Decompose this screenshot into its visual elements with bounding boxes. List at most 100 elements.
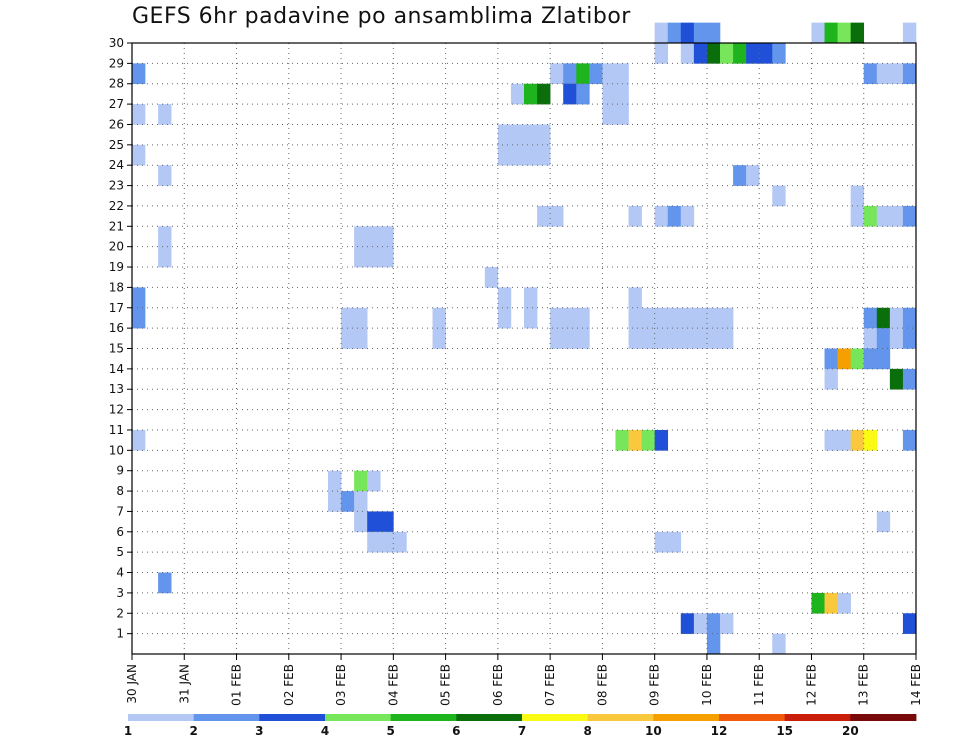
- heatmap-cell: [654, 531, 669, 553]
- heatmap-cell: [693, 613, 708, 634]
- heatmap-cell: [876, 63, 891, 85]
- x-tick-label: 05 FEB: [439, 664, 453, 706]
- heatmap-cell: [720, 307, 734, 329]
- heatmap-cell: [354, 246, 368, 268]
- heatmap-cell: [132, 63, 146, 85]
- heatmap-cell: [811, 592, 825, 614]
- colorbar-swatch: [128, 714, 195, 721]
- colorbar-label: 2: [189, 724, 197, 738]
- colorbar-label: 4: [321, 724, 329, 738]
- heatmap-cell: [680, 613, 695, 634]
- y-tick-label: 26: [109, 117, 124, 131]
- x-tick-label: 12 FEB: [804, 664, 818, 706]
- grid-lines: [132, 43, 916, 654]
- heatmap-cell: [354, 328, 368, 349]
- y-tick-label: 2: [116, 606, 124, 620]
- x-tick-label: 07 FEB: [543, 664, 557, 706]
- y-tick-label: 30: [109, 36, 124, 50]
- heatmap-cell: [367, 226, 381, 247]
- heatmap-cell: [902, 22, 917, 44]
- heatmap-cell: [863, 63, 878, 85]
- heatmap-cells: [132, 22, 917, 655]
- heatmap-cell: [615, 104, 629, 125]
- heatmap-cell: [667, 22, 682, 44]
- heatmap-cell: [537, 144, 551, 166]
- heatmap-cell: [706, 613, 721, 634]
- heatmap-cell: [720, 613, 734, 634]
- colorbar-swatch: [522, 714, 589, 721]
- heatmap-cell: [367, 246, 381, 268]
- colorbar-swatch: [193, 714, 260, 721]
- heatmap-cell: [510, 83, 525, 105]
- colorbar-swatch: [259, 714, 326, 721]
- heatmap-cell: [524, 144, 538, 166]
- heatmap-cell: [706, 43, 721, 64]
- heatmap-cell: [641, 328, 655, 349]
- x-tick-label: 01 FEB: [230, 664, 244, 706]
- heatmap-cell: [615, 83, 629, 105]
- heatmap-cell: [510, 124, 525, 146]
- heatmap-cell: [132, 144, 146, 166]
- heatmap-cell: [837, 429, 851, 451]
- colorbar-label: 5: [386, 724, 394, 738]
- heatmap-cell: [863, 328, 878, 349]
- heatmap-cell: [772, 43, 786, 64]
- heatmap-cell: [628, 287, 642, 309]
- y-tick-label: 3: [116, 586, 124, 600]
- y-tick-label: 25: [109, 138, 124, 152]
- colorbar-label: 7: [518, 724, 526, 738]
- colorbar-label: 8: [583, 724, 591, 738]
- heatmap-cell: [693, 43, 708, 64]
- y-tick-label: 23: [109, 179, 124, 193]
- heatmap-cell: [537, 83, 551, 105]
- heatmap-cell: [393, 531, 407, 553]
- y-tick-label: 22: [109, 199, 124, 213]
- heatmap-cell: [354, 491, 368, 512]
- heatmap-cell: [602, 83, 616, 105]
- y-tick-label: 6: [116, 525, 124, 539]
- heatmap-cell: [328, 470, 342, 492]
- heatmap-cell: [876, 205, 891, 227]
- heatmap-cell: [628, 328, 642, 349]
- colorbar-swatch: [784, 714, 851, 721]
- heatmap-cell: [158, 104, 172, 125]
- heatmap-cell: [680, 22, 695, 44]
- heatmap-cell: [432, 307, 446, 329]
- x-tick-label: 10 FEB: [700, 664, 714, 706]
- heatmap-cell: [615, 63, 629, 85]
- heatmap-cell: [902, 429, 917, 451]
- heatmap-cell: [889, 63, 904, 85]
- colorbar-swatch: [587, 714, 654, 721]
- heatmap-cell: [863, 205, 878, 227]
- heatmap-cell: [602, 104, 616, 125]
- heatmap-cell: [746, 43, 760, 64]
- heatmap-cell: [772, 185, 786, 207]
- heatmap-cell: [837, 592, 851, 614]
- heatmap-cell: [524, 287, 538, 309]
- heatmap-cell: [824, 592, 838, 614]
- heatmap-cell: [510, 144, 525, 166]
- heatmap-cell: [876, 307, 891, 329]
- x-tick-label: 31 JAN: [177, 664, 191, 704]
- chart-title: GEFS 6hr padavine po ansamblima Zlatibor: [132, 4, 631, 29]
- heatmap-cell: [158, 246, 172, 268]
- heatmap-cell: [524, 307, 538, 329]
- heatmap-cell: [667, 328, 682, 349]
- heatmap-cell: [576, 83, 590, 105]
- heatmap-cell: [615, 429, 629, 451]
- heatmap-cell: [850, 22, 865, 44]
- heatmap-cell: [367, 470, 381, 492]
- heatmap-cell: [341, 328, 355, 349]
- heatmap-cell: [628, 429, 642, 451]
- heatmap-cell: [563, 63, 577, 85]
- heatmap-cell: [497, 307, 512, 329]
- heatmap-cell: [537, 124, 551, 146]
- x-axis: 30 JAN 31 JAN 01 FEB 02 FEB 03 FEB 04 FEB 05 F…: [125, 654, 923, 706]
- heatmap-cell: [524, 124, 538, 146]
- heatmap-cell: [132, 429, 146, 451]
- colorbar-label: 20: [842, 724, 859, 738]
- heatmap-cell: [876, 511, 891, 533]
- heatmap-cell: [706, 328, 721, 349]
- heatmap-cell: [641, 429, 655, 451]
- colorbar-swatch: [653, 714, 720, 721]
